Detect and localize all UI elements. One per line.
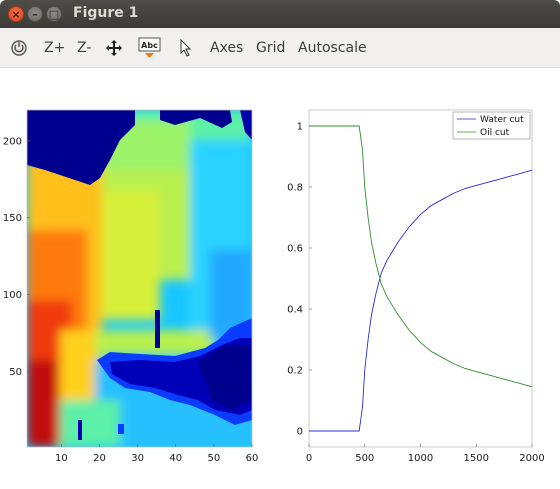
line-plot: 0 500 1000 1500 2000 0 0.2 0.4 0.6 0.8 1 Water cut… (287, 109, 545, 465)
legend-label-water-cut: Water cut (480, 115, 524, 125)
figure-toolbar: Z+ Z- Abc Axes Grid Autoscale (0, 28, 560, 68)
series-line-water-cut (309, 169, 533, 432)
line-ytick-label: 1 (297, 122, 303, 133)
pan-move-icon (105, 39, 123, 57)
heatmap-ytick-label: 100 (3, 290, 22, 301)
heatmap-xtick-label: 10 (55, 453, 68, 464)
line-ytick-label: 0.4 (287, 305, 303, 316)
line-xtick-label: 0 (306, 453, 312, 464)
window-titlebar: × – □ Figure 1 (0, 0, 560, 28)
axes-button[interactable]: Axes (210, 39, 244, 56)
pan-button[interactable] (105, 28, 123, 67)
line-ytick-label: 0.2 (287, 366, 303, 377)
window-close-button[interactable]: × (8, 6, 24, 22)
zoom-out-button[interactable]: Z- (77, 39, 92, 56)
series-line-oil-cut (309, 125, 533, 388)
heatmap-plot: 10 20 30 40 50 60 50 100 150 200 (3, 109, 258, 464)
legend: Water cut Oil cut (452, 111, 531, 140)
line-ytick-label: 0.6 (287, 244, 303, 255)
heatmap-xtick-label: 20 (93, 453, 106, 464)
window-title: Figure 1 (73, 5, 139, 21)
line-ytick-label: 0.8 (287, 183, 303, 194)
autoscale-button[interactable]: Autoscale (298, 39, 367, 56)
heatmap-frame (26, 109, 253, 448)
text-label-glyph: Abc (141, 41, 158, 50)
heatmap-ytick-label: 200 (3, 136, 22, 147)
rotate-icon (10, 39, 28, 57)
line-xtick-label: 2000 (519, 453, 544, 464)
heatmap-xtick-label: 30 (131, 453, 144, 464)
minimize-icon: – (32, 7, 38, 21)
rotate-button[interactable] (10, 28, 28, 67)
line-xtick-label: 1500 (464, 453, 489, 464)
close-icon: × (11, 7, 21, 21)
legend-box (452, 111, 531, 140)
text-label-icon: Abc (138, 36, 162, 60)
heatmap-xtick-label: 40 (169, 453, 182, 464)
legend-label-oil-cut: Oil cut (480, 128, 510, 138)
heatmap-axis: 10 20 30 40 50 60 50 100 150 200 (3, 136, 258, 464)
line-plot-series (309, 125, 533, 432)
heatmap-xtick-label: 50 (207, 453, 220, 464)
heatmap-field (27, 110, 252, 447)
pointer-icon (179, 38, 193, 57)
line-xtick-label: 1000 (408, 453, 433, 464)
line-xtick-label: 500 (355, 453, 374, 464)
text-label-button[interactable]: Abc (138, 28, 162, 67)
maximize-icon: □ (48, 7, 60, 21)
grid-button[interactable]: Grid (256, 39, 286, 56)
heatmap-xtick-label: 60 (246, 453, 259, 464)
heatmap-ytick-label: 50 (9, 367, 22, 378)
heatmap-lowvalue-topleft (27, 110, 135, 185)
select-pointer-button[interactable] (179, 28, 193, 67)
zoom-in-button[interactable]: Z+ (44, 39, 66, 56)
heatmap-ytick-label: 150 (3, 213, 22, 224)
line-ytick-label: 0 (297, 427, 303, 438)
line-plot-frame (308, 109, 533, 448)
line-plot-axis: 0 500 1000 1500 2000 0 0.2 0.4 0.6 0.8 1 (287, 122, 545, 465)
window-maximize-button[interactable]: □ (46, 6, 62, 22)
window-minimize-button[interactable]: – (27, 6, 43, 22)
